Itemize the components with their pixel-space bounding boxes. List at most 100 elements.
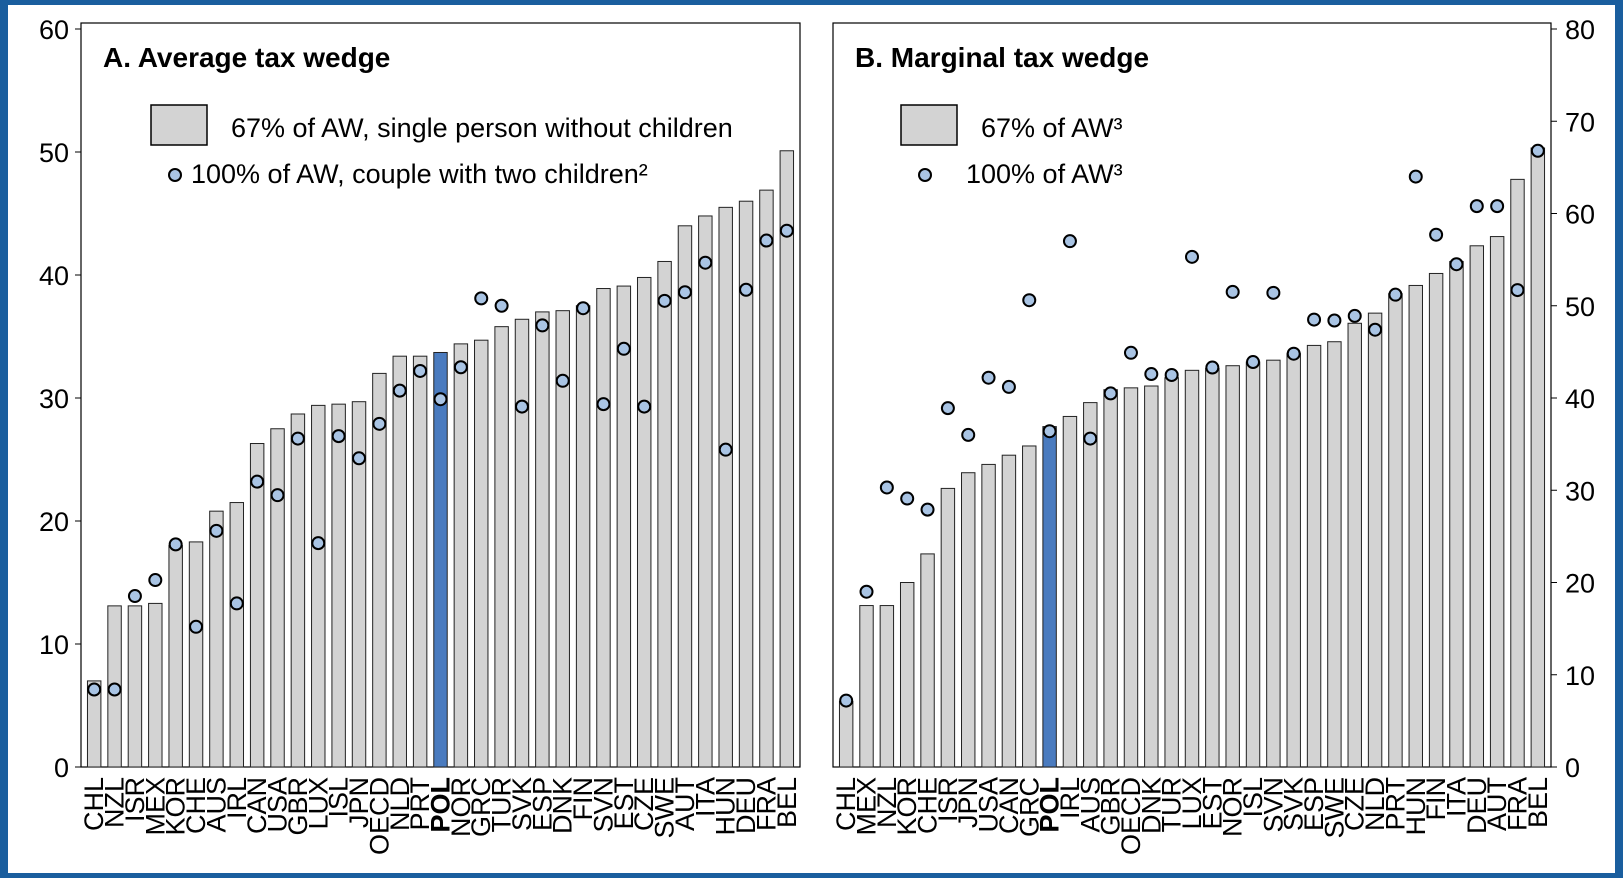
y-tick-label: 20 xyxy=(1565,569,1595,599)
dot xyxy=(1429,227,1444,242)
bar xyxy=(838,701,854,768)
dot xyxy=(1144,367,1159,382)
dot xyxy=(698,255,713,270)
dot xyxy=(1103,386,1118,401)
dot xyxy=(311,536,326,551)
bar xyxy=(127,605,143,768)
bar xyxy=(453,343,469,768)
panel-title: B. Marginal tax wedge xyxy=(855,42,1149,73)
x-tick-label: BEL xyxy=(1523,777,1553,828)
dot xyxy=(127,589,142,604)
x-tick-label: BEL xyxy=(772,777,802,828)
dot xyxy=(514,399,529,414)
bar xyxy=(1123,387,1139,768)
dot xyxy=(1225,284,1240,299)
dot xyxy=(1062,234,1077,249)
dot xyxy=(1449,257,1464,272)
bar xyxy=(270,428,285,768)
dot xyxy=(718,442,733,457)
dot xyxy=(494,298,509,313)
dot xyxy=(637,399,652,414)
x-tick-label: SVK xyxy=(507,777,537,831)
dot xyxy=(1469,199,1484,214)
y-tick-label: 70 xyxy=(1565,107,1595,137)
dot xyxy=(1001,379,1016,394)
bar xyxy=(1388,293,1403,768)
x-tick-label: NOR xyxy=(446,777,476,837)
bar xyxy=(1469,245,1485,768)
x-tick-label: MEX xyxy=(140,777,170,836)
dot xyxy=(1388,287,1403,302)
bar xyxy=(899,582,915,768)
x-tick-label: FIN xyxy=(568,777,598,821)
x-tick-label: ISL xyxy=(324,777,354,818)
dot xyxy=(189,619,204,634)
x-tick-label: DNK xyxy=(548,777,578,834)
x-tick-label: ISR xyxy=(120,777,150,822)
x-tick-label: NLD xyxy=(1360,777,1390,831)
bar xyxy=(1103,389,1118,768)
x-tick-label: HUN xyxy=(1401,777,1431,836)
dot xyxy=(1246,355,1261,370)
bar xyxy=(1530,147,1546,768)
bar xyxy=(494,326,509,768)
x-tick-label: SVN xyxy=(588,777,618,833)
y-tick-label: 80 xyxy=(1565,15,1595,45)
dot xyxy=(859,584,874,599)
y-tick-label: 0 xyxy=(54,753,69,783)
dot xyxy=(270,488,285,503)
x-tick-label: CZE xyxy=(629,777,659,831)
bar xyxy=(1408,284,1423,768)
bar xyxy=(1286,353,1301,768)
bar xyxy=(1083,402,1098,768)
dot xyxy=(739,282,754,297)
x-tick-label: HUN xyxy=(711,777,741,836)
x-tick-label: CAN xyxy=(242,777,272,834)
dot xyxy=(1205,360,1220,375)
bar xyxy=(290,413,306,768)
y-tick-label: 30 xyxy=(1565,476,1595,506)
dot xyxy=(616,341,631,356)
dot xyxy=(352,451,367,466)
x-tick-label: TUR xyxy=(1157,777,1187,833)
bar xyxy=(596,288,611,768)
x-tick-label: POL xyxy=(1035,777,1065,833)
x-tick-label: GBR xyxy=(1096,777,1126,836)
dot xyxy=(596,397,611,412)
dot xyxy=(392,383,407,398)
bar xyxy=(1022,445,1037,768)
dot xyxy=(576,301,591,316)
dot xyxy=(331,429,346,444)
dot xyxy=(535,318,550,333)
dot xyxy=(779,223,794,238)
x-tick-label: MEX xyxy=(852,777,882,836)
bar xyxy=(1164,377,1179,768)
bar xyxy=(474,339,489,768)
legend-swatch xyxy=(150,104,208,146)
legend-label: 67% of AW, single person without childre… xyxy=(231,113,733,143)
dot xyxy=(1490,199,1505,214)
dot xyxy=(1510,283,1525,298)
bar xyxy=(311,404,326,768)
x-tick-label: PRT xyxy=(1380,777,1410,831)
bar xyxy=(677,225,693,768)
dot xyxy=(1368,322,1383,337)
bar xyxy=(636,276,652,768)
x-tick-label: USA xyxy=(974,777,1004,833)
y-tick-label: 0 xyxy=(1565,753,1580,783)
bar xyxy=(575,305,591,768)
bar xyxy=(229,502,245,768)
bar xyxy=(249,443,265,768)
x-tick-label: NZL xyxy=(872,777,902,828)
bar xyxy=(148,602,163,768)
dot xyxy=(474,291,489,306)
x-tick-label: JPN xyxy=(344,777,374,828)
bar xyxy=(1449,260,1464,768)
bar xyxy=(759,189,774,768)
bar xyxy=(209,510,224,768)
dot xyxy=(453,360,468,375)
bar xyxy=(331,403,346,768)
y-tick-label: 20 xyxy=(39,507,69,537)
